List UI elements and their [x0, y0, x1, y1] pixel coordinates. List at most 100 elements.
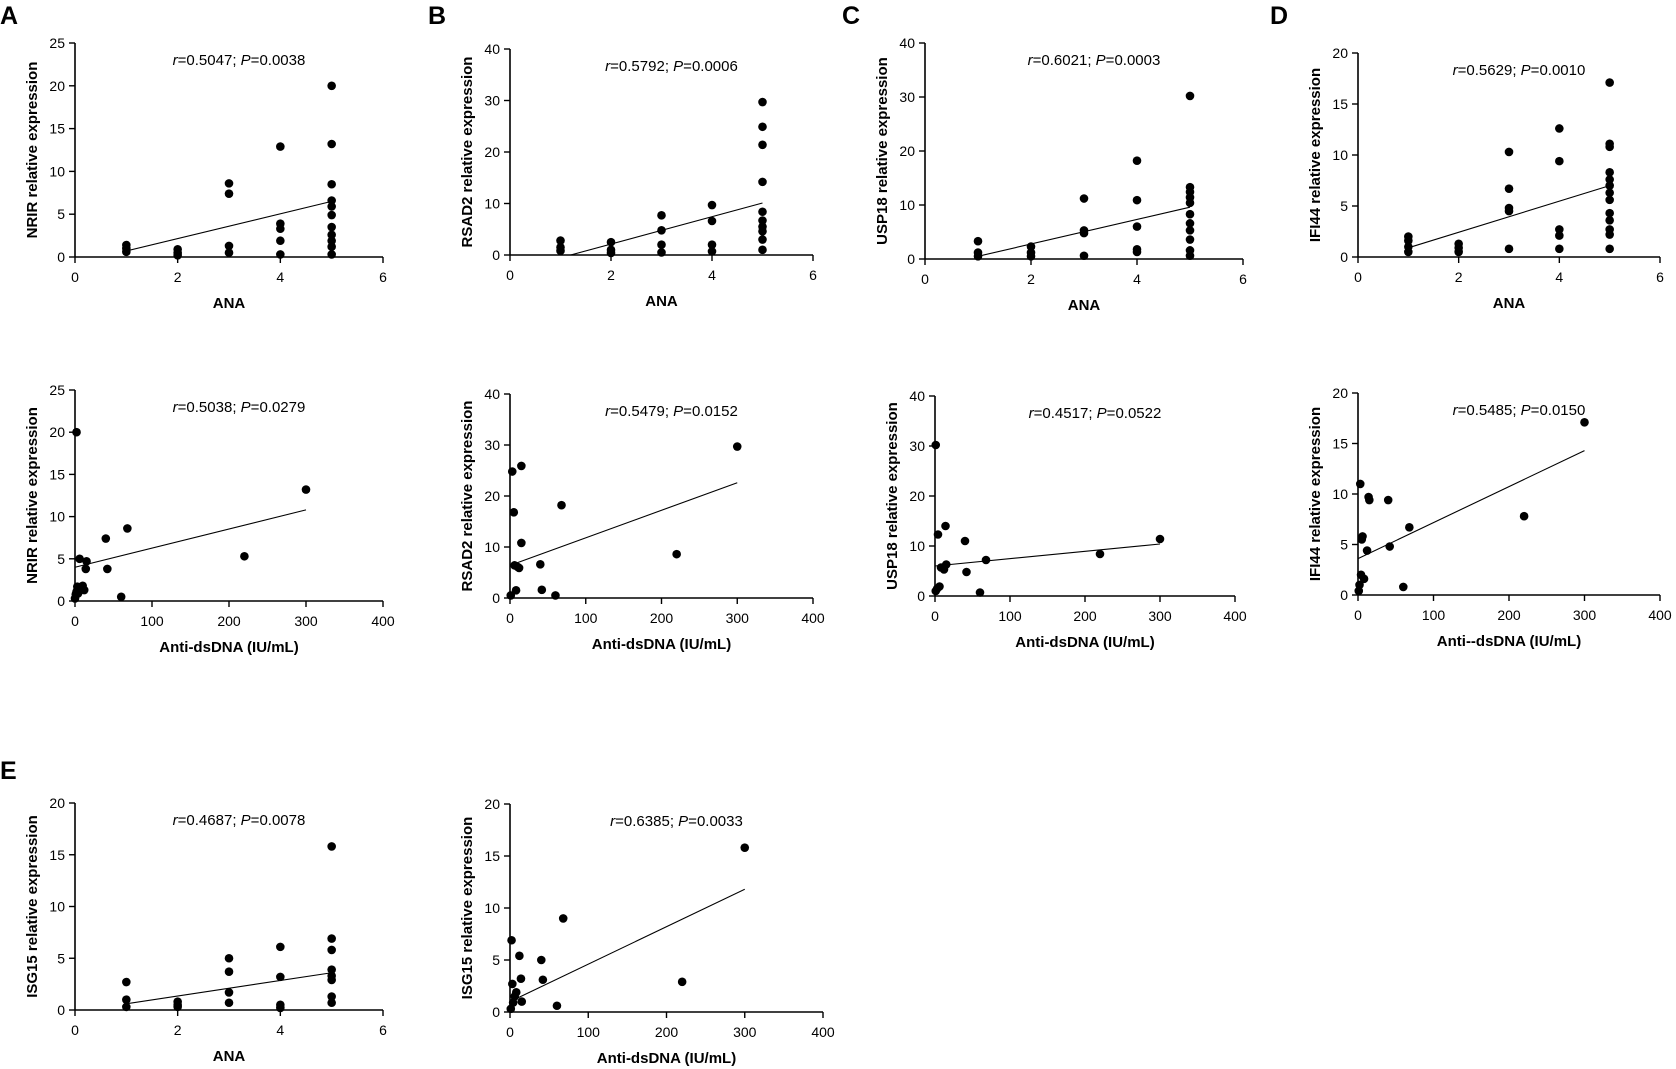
chart-b-ana-data-point — [556, 236, 565, 245]
panel-letter-c: C — [842, 2, 860, 30]
chart-b-ana-data-point — [657, 225, 666, 235]
chart-a-ana-data-point — [327, 81, 336, 91]
chart-c-ana-data-point — [1079, 194, 1089, 203]
chart-d-ana-data-point — [1504, 244, 1514, 254]
chart-b-ana-data-point — [707, 200, 717, 210]
chart-b-dsdna-x-title: Anti-dsDNA (IU/mL) — [592, 636, 731, 653]
chart-c-ana-xtick-label: 2 — [1027, 271, 1035, 287]
chart-a-ana-ytick-label: 20 — [49, 78, 65, 94]
chart-e-dsdna-data-point — [558, 914, 568, 923]
chart-e-ana-data-point — [327, 945, 336, 955]
chart-c-ana-ytick-label: 20 — [899, 143, 915, 159]
chart-a-ana-data-point — [327, 236, 336, 246]
chart-c-dsdna-data-point — [1155, 534, 1165, 544]
chart-d-ana-ytick-label: 0 — [1340, 249, 1348, 265]
chart-d-dsdna-data-point — [1362, 546, 1372, 555]
chart-c-ana-xtick-label: 0 — [921, 271, 929, 287]
chart-d-ana-data-point — [1605, 225, 1614, 234]
chart-a-ana-ytick-label: 0 — [57, 249, 65, 265]
chart-a-dsdna: 0 5 10 15 20 25 0 100 200 300 400 Anti-dsDNA (IU/mL… — [24, 382, 395, 656]
chart-b-dsdna-regression-line — [509, 482, 738, 566]
chart-e-ana-xtick-label: 0 — [71, 1022, 79, 1038]
chart-c-dsdna-x-title: Anti-dsDNA (IU/mL) — [1015, 634, 1154, 651]
chart-c-ana-p-value: 0.0003 — [1114, 52, 1160, 69]
chart-c-ana-data-point — [1132, 244, 1142, 254]
chart-d-dsdna-regression-line — [1357, 450, 1585, 560]
chart-a-ana-data-point — [224, 241, 234, 251]
chart-a-dsdna-ytick-label: 0 — [57, 593, 65, 609]
chart-b-dsdna-data-point — [517, 461, 526, 471]
chart-e-dsdna-regression-line — [509, 888, 745, 1003]
chart-a-dsdna-data-point — [72, 427, 81, 437]
chart-d-dsdna-xtick-label: 100 — [1422, 607, 1446, 623]
chart-e-dsdna-ytick-label: 5 — [492, 952, 500, 968]
chart-b-ana-data-point — [556, 242, 565, 252]
chart-e-dsdna-data-point — [537, 955, 546, 965]
chart-b-dsdna-data-point — [536, 560, 545, 569]
chart-c-dsdna-xtick-label: 0 — [931, 608, 939, 624]
chart-b-ana-data-point — [758, 216, 767, 225]
chart-b-ana-data-point — [758, 122, 767, 132]
chart-c-ana-data-point — [1185, 226, 1195, 235]
chart-c-ana-data-point — [1185, 182, 1195, 192]
chart-e-dsdna-data-point — [516, 974, 526, 984]
chart-c-dsdna-data-point — [941, 560, 951, 569]
chart-a-dsdna-data-point — [301, 485, 311, 494]
chart-c-ana-r-value: 0.6021 — [1041, 52, 1087, 69]
chart-d-ana-xtick-label: 4 — [1555, 269, 1563, 285]
chart-c-ana-data-point — [973, 248, 983, 257]
chart-c-dsdna-r-value: 0.4517 — [1042, 405, 1088, 422]
chart-d-dsdna-ytick-label: 0 — [1340, 587, 1348, 603]
chart-b-ana-data-point — [758, 245, 767, 255]
chart-d-ana-data-point — [1605, 208, 1614, 218]
chart-b-dsdna-xtick-label: 0 — [506, 610, 514, 626]
chart-c-dsdna-data-point — [935, 582, 944, 591]
chart-e-ana-xtick-label: 6 — [379, 1022, 387, 1038]
chart-a-ana-data-point — [276, 219, 285, 228]
chart-a-ana-data-point — [327, 202, 336, 211]
chart-c-dsdna-xtick-label: 400 — [1223, 608, 1247, 624]
chart-e-ana-data-point — [224, 998, 234, 1008]
chart-a-dsdna-p-value: 0.0279 — [259, 399, 305, 416]
chart-e-ana-data-point — [224, 988, 234, 997]
chart-a-ana-data-point — [327, 210, 336, 220]
chart-e-ana-xtick-label: 4 — [276, 1022, 284, 1038]
chart-e-ana-data-point — [173, 997, 182, 1007]
chart-c-dsdna-regression-line — [934, 543, 1161, 567]
chart-d-ana-data-point — [1605, 168, 1614, 177]
chart-e-ana-p-value: 0.0078 — [259, 812, 305, 829]
chart-a-ana-p-value: 0.0038 — [259, 52, 305, 69]
chart-c-dsdna-data-point — [1095, 549, 1105, 559]
chart-a-ana-data-point — [276, 142, 285, 151]
chart-e-ana-data-point — [327, 842, 336, 851]
panel-letter-a: A — [0, 2, 18, 30]
chart-b-dsdna-data-point — [551, 591, 560, 600]
chart-c-ana-x-title: ANA — [1068, 297, 1101, 314]
chart-e-dsdna-ytick-label: 0 — [492, 1004, 500, 1020]
chart-c-ana-ytick-label: 0 — [907, 251, 915, 267]
chart-b-dsdna-xtick-label: 400 — [801, 610, 825, 626]
chart-d-ana-data-point — [1404, 242, 1413, 252]
chart-a-ana-data-point — [276, 236, 285, 246]
chart-a-dsdna-data-point — [82, 557, 91, 566]
chart-c-dsdna-p-value: 0.0522 — [1115, 405, 1161, 422]
chart-a-ana-data-point — [327, 139, 336, 149]
chart-a-dsdna-xtick-label: 200 — [217, 613, 241, 629]
chart-b-dsdna-xtick-label: 100 — [574, 610, 598, 626]
chart-c-ana-data-point — [1132, 222, 1142, 231]
chart-e-dsdna-r-value: 0.6385 — [624, 813, 670, 830]
chart-b-dsdna-stat-label: r=0.5479; P=0.0152 — [605, 403, 738, 420]
chart-b-ana-ytick-label: 0 — [492, 247, 500, 263]
chart-c-dsdna-stat-label: r=0.4517; P=0.0522 — [1029, 405, 1162, 422]
chart-a-ana-data-point — [173, 244, 182, 254]
chart-b-dsdna-data-point — [507, 467, 517, 476]
chart-d-ana-data-point — [1555, 225, 1564, 234]
chart-c-dsdna-xtick-label: 200 — [1073, 608, 1097, 624]
chart-c-ana-data-point — [1026, 242, 1036, 251]
chart-e-ana-data-point — [276, 942, 285, 952]
chart-d-dsdna-data-point — [1383, 495, 1393, 505]
chart-c-ana-data-point — [1132, 156, 1142, 166]
chart-e-ana-data-point — [122, 995, 131, 1004]
chart-d-ana-xtick-label: 0 — [1354, 269, 1362, 285]
